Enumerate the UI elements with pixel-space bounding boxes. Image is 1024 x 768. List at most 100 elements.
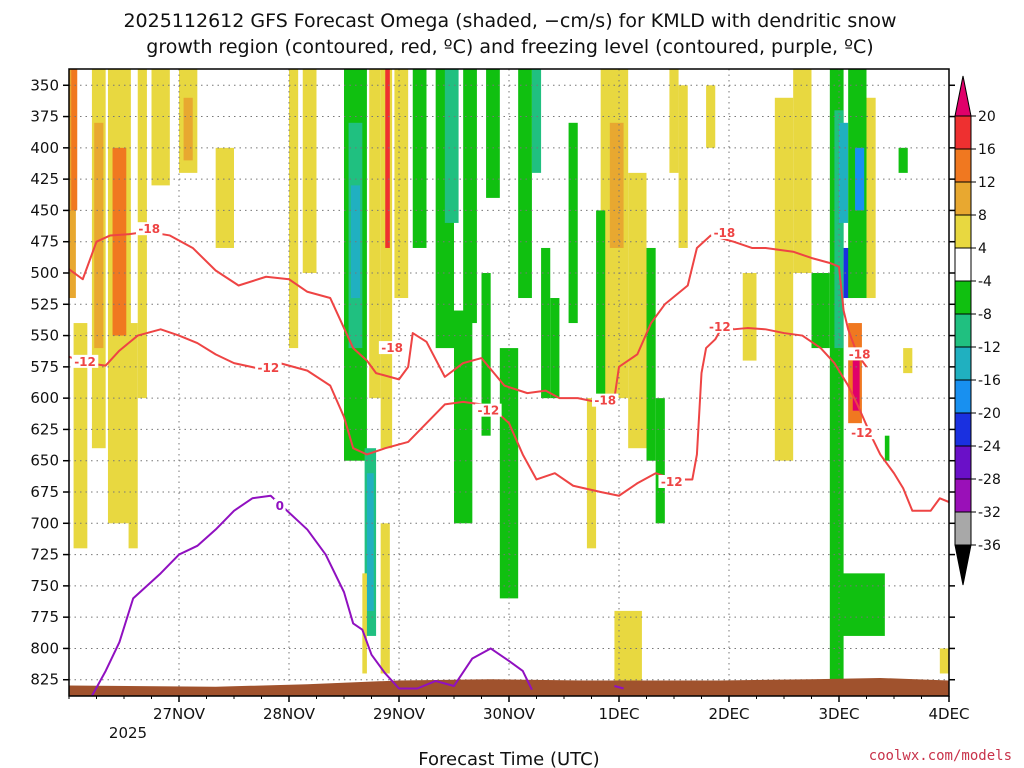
omega-cell-47	[678, 85, 688, 248]
contour-label-9: -18	[849, 347, 871, 361]
colorbar-bottom-arrow	[954, 544, 972, 586]
omega-cell-64	[898, 147, 908, 173]
omega-cell-42	[628, 172, 647, 449]
colorbar-box-4	[954, 247, 972, 282]
y-tick-label-575: 575	[30, 358, 59, 376]
colorbar-box-3	[954, 214, 972, 249]
y-tick-label-725: 725	[30, 546, 59, 564]
contour-label-1: -12	[74, 355, 96, 369]
contour-label-bg-7	[711, 225, 738, 239]
x-tick-label-28NOV: 28NOV	[263, 705, 316, 723]
y-tick-label-550: 550	[30, 327, 59, 345]
omega-cell-14	[302, 69, 317, 273]
colorbar-box-11	[954, 478, 972, 513]
colorbar-top-arrow	[954, 75, 972, 117]
y-tick-label-675: 675	[30, 483, 59, 501]
omega-cell-33	[499, 348, 519, 599]
omega-cell-26	[412, 69, 427, 248]
omega-cell-31	[481, 272, 491, 436]
y-tick-label-600: 600	[30, 389, 59, 407]
y-tick-label-700: 700	[30, 514, 59, 532]
omega-cell-35	[531, 69, 542, 173]
omega-cell-46	[669, 69, 679, 173]
omega-cell-13	[289, 69, 299, 349]
contour-label-11: 0	[276, 499, 284, 513]
y-tick-label-400: 400	[30, 139, 59, 157]
omega-cell-37	[550, 298, 560, 399]
colorbar-box-0	[954, 115, 972, 150]
omega-cell-9	[151, 69, 170, 186]
omega-cell-19	[380, 69, 393, 449]
omega-cell-63	[839, 573, 885, 636]
omega-cell-30	[454, 310, 473, 524]
omega-cell-12	[215, 147, 234, 248]
y-tick-label-350: 350	[30, 76, 59, 94]
colorbar-label-0: 20	[978, 109, 996, 125]
omega-cell-61	[855, 147, 865, 211]
colorbar-box-5	[954, 280, 972, 315]
omega-cell-2	[73, 323, 88, 549]
colorbar-label-8: -16	[978, 373, 1001, 389]
omega-cell-36	[541, 247, 551, 399]
x-tick-label-2DEC: 2DEC	[708, 705, 749, 723]
colorbar-label-9: -20	[978, 406, 1001, 422]
x-tick-label-1DEC: 1DEC	[598, 705, 639, 723]
omega-cell-11	[183, 97, 193, 161]
omega-cell-65	[884, 435, 890, 461]
omega-cell-62	[866, 97, 876, 299]
omega-cell-57	[843, 247, 853, 299]
colorbar-label-4: 4	[978, 241, 987, 257]
y-tick-label-375: 375	[30, 108, 59, 126]
colorbar-label-6: -8	[978, 307, 992, 323]
terrain	[69, 677, 949, 696]
omega-cell-56	[839, 122, 849, 223]
omega-cell-29	[463, 69, 477, 324]
omega-cell-25	[380, 523, 390, 674]
contour-labels: -18 -12 -12 -18 -12 -18 -12 -18 -12 -18 -12 0	[71, 222, 876, 513]
omega-cell-52	[793, 69, 812, 273]
omega-cell-48	[706, 85, 716, 148]
colorbar-box-9	[954, 412, 972, 447]
dgz-contour-minus18-0	[69, 230, 868, 403]
colorbar-box-12	[954, 511, 972, 546]
colorbar-label-1: 16	[978, 142, 996, 158]
y-tick-label-425: 425	[30, 170, 59, 188]
omega-cell-38	[568, 122, 578, 324]
chart-title-line2: growth region (contoured, red, ºC) and f…	[146, 36, 873, 58]
y-tick-label-500: 500	[30, 264, 59, 282]
terrain-fill	[69, 677, 949, 696]
contour-label-8: -12	[709, 320, 731, 334]
omega-cell-53	[811, 272, 830, 349]
contours	[69, 230, 949, 696]
dgz-contour-minus12-0	[69, 322, 949, 512]
y-tick-label-625: 625	[30, 420, 59, 438]
x-tick-label-29NOV: 29NOV	[373, 705, 426, 723]
colorbar-box-8	[954, 379, 972, 414]
omega-cell-51	[774, 97, 794, 461]
omega-cell-18	[369, 69, 381, 399]
contour-label-bg-9	[846, 347, 873, 361]
y-tick-label-750: 750	[30, 577, 59, 595]
y-tick-label-475: 475	[30, 233, 59, 251]
contour-label-bg-6	[658, 474, 685, 488]
contour-label-bg-10	[848, 426, 876, 440]
x-axis-year-label: 2025	[109, 724, 147, 742]
colorbar-box-1	[954, 148, 972, 183]
omega-cell-50	[742, 272, 757, 361]
colorbar-label-10: -24	[978, 439, 1001, 455]
omega-cell-32	[486, 69, 500, 198]
y-tick-label-800: 800	[30, 639, 59, 657]
colorbar: 20 16 12 8 4 -4 -8 -12 -16 -20 -24 -28 -32 -36	[954, 75, 1001, 586]
contour-label-bg-3	[378, 341, 406, 355]
contour-label-2: -12	[258, 361, 280, 375]
freezing-level-contour-1	[614, 685, 624, 690]
omega-cell-59	[852, 360, 860, 411]
omega-cell-28	[444, 69, 459, 223]
contour-label-bg-8	[706, 319, 734, 333]
omega-cell-39	[586, 398, 597, 549]
x-tick-label-4DEC: 4DEC	[928, 705, 969, 723]
omega-cell-66	[903, 348, 913, 374]
omega-cell-7	[128, 323, 138, 549]
credit-text: coolwx.com/models	[869, 748, 1012, 764]
